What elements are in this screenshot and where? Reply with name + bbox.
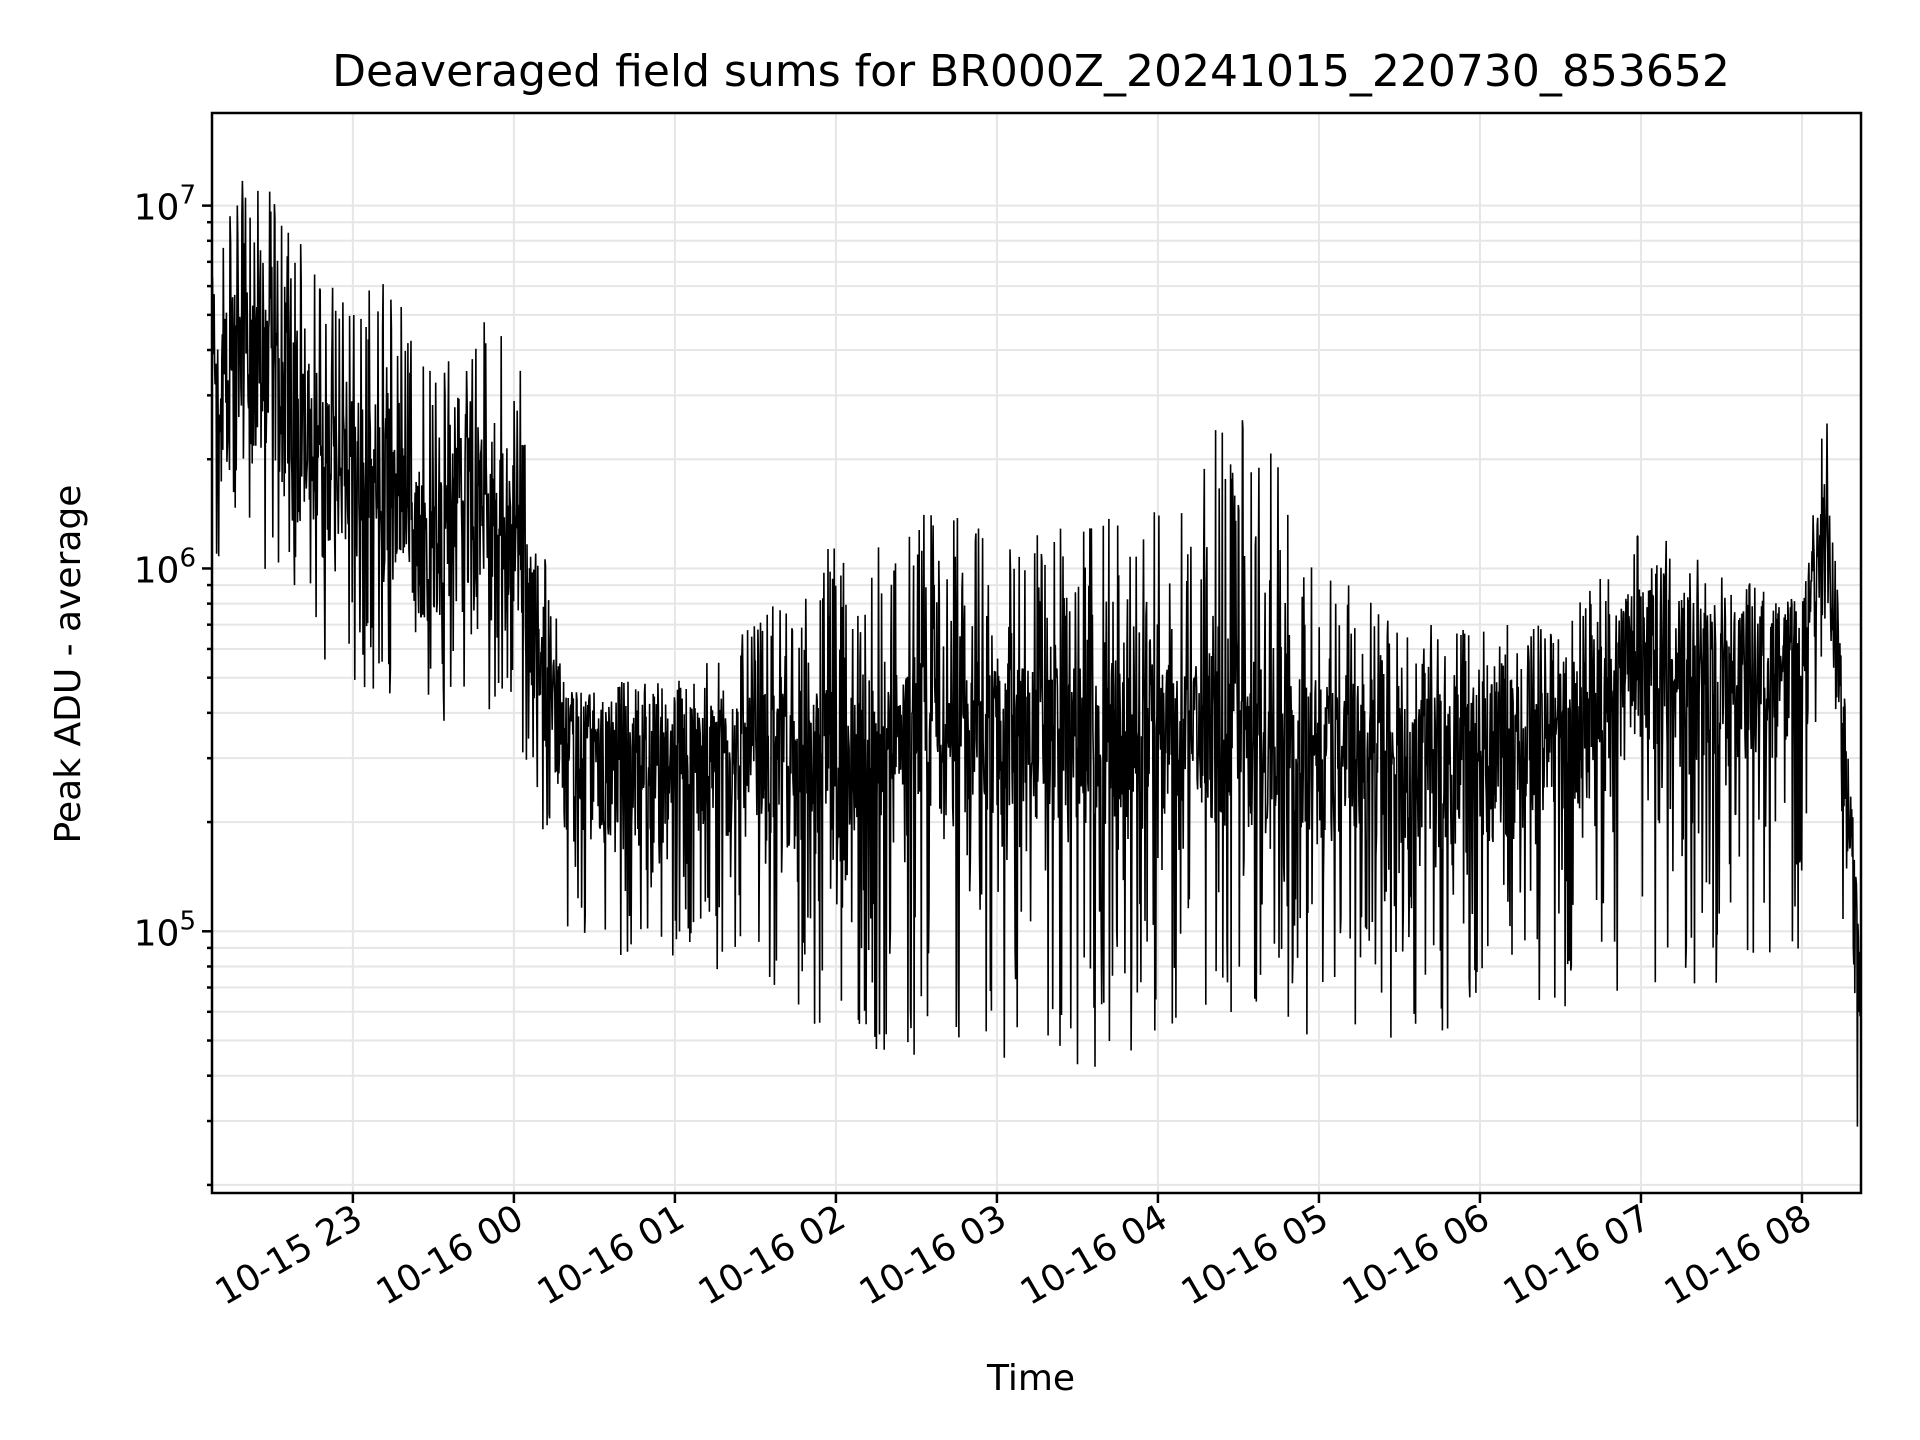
series-line xyxy=(211,180,1862,1127)
x-tick-label: 10-16 07 xyxy=(1497,1197,1658,1313)
y-tick-label: 107 xyxy=(134,181,196,229)
x-tick-label: 10-16 08 xyxy=(1658,1197,1819,1313)
x-tick-label: 10-15 23 xyxy=(209,1197,370,1313)
x-tick-label: 10-16 00 xyxy=(370,1197,531,1313)
x-tick-label: 10-16 04 xyxy=(1014,1197,1175,1313)
x-tick-label: 10-16 03 xyxy=(853,1197,1014,1313)
x-tick-label: 10-16 05 xyxy=(1175,1197,1336,1313)
x-tick-label: 10-16 06 xyxy=(1336,1197,1497,1313)
y-axis-label: Peak ADU - average xyxy=(48,485,89,844)
x-tick-label: 10-16 01 xyxy=(531,1197,692,1313)
series-layer xyxy=(211,180,1862,1127)
y-tick-label: 105 xyxy=(134,906,196,954)
x-axis-label: Time xyxy=(986,1358,1075,1399)
x-tick-label: 10-16 02 xyxy=(692,1197,853,1313)
y-tick-label: 106 xyxy=(134,543,196,591)
plot-frame xyxy=(210,111,1863,1195)
chart-title: Deaveraged field sums for BR000Z_2024101… xyxy=(332,46,1730,97)
